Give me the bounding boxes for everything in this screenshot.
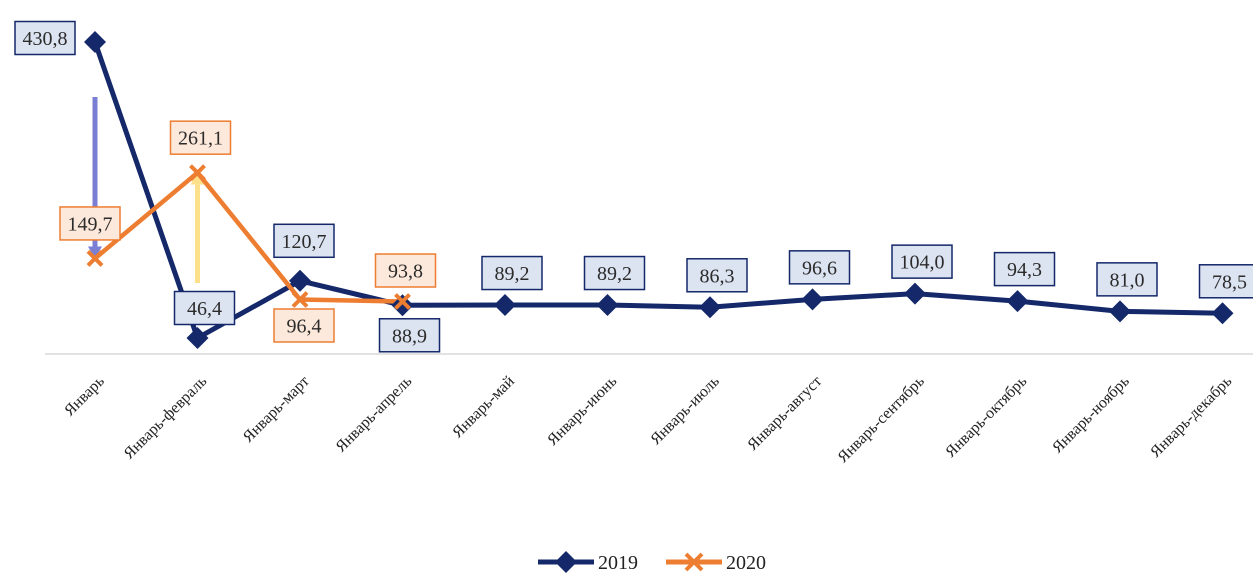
data-label-2020-3: 93,8 — [388, 261, 423, 283]
marker-2019-11 — [1211, 302, 1234, 325]
x-tick-label-0: Январь — [61, 373, 108, 420]
marker-2019-4 — [494, 294, 516, 317]
marker-2020-0 — [86, 250, 104, 267]
change-arrowhead-0 — [88, 246, 102, 259]
x-tick-label-1: Январь-февраль — [121, 373, 211, 463]
series-line-2019 — [92, 41, 1223, 341]
legend: 2019 2020 — [538, 551, 766, 574]
data-label-box-2019-10 — [1096, 262, 1158, 297]
data-label-2019-1: 46,4 — [187, 298, 222, 320]
data-label-2019-7: 96,6 — [802, 257, 837, 279]
x-tick-label-6: Январь-июль — [647, 373, 722, 448]
data-label-box-2019-9 — [993, 251, 1056, 287]
marker-2019-6 — [699, 296, 721, 319]
data-label-2019-11: 78,5 — [1212, 271, 1247, 293]
x-tick-label-10: Январь-ноябрь — [1049, 373, 1133, 457]
x-tick-label-3: Январь-апрель — [332, 373, 415, 456]
data-label-box-2019-5 — [583, 255, 646, 291]
data-label-2020-1: 261,1 — [178, 128, 223, 150]
data-label-box-2019-0 — [14, 20, 76, 56]
data-label-box-2019-6 — [686, 258, 748, 293]
data-labels: 430,8 46,4 120,7 88,9 89,2 89,2 86,3 96,6 104,0 9… — [14, 20, 1253, 353]
data-label-2020-2: 96,4 — [287, 315, 322, 337]
marker-2019-10 — [1109, 300, 1131, 323]
data-label-2019-3: 88,9 — [392, 325, 427, 347]
marker-2019-1 — [186, 327, 209, 349]
x-tick-label-5: Январь-июнь — [544, 373, 620, 449]
data-label-2019-2: 120,7 — [282, 231, 327, 253]
legend-label-2019: 2019 — [598, 552, 638, 574]
series-line-2020 — [93, 170, 403, 304]
data-label-box-2020-1 — [169, 120, 232, 155]
data-label-box-2019-1 — [173, 290, 236, 326]
marker-2020-1 — [189, 164, 206, 182]
data-label-box-2019-7 — [788, 250, 851, 285]
x-tick-label-11: Январь-декабрь — [1147, 373, 1235, 461]
marker-2019-8 — [904, 282, 926, 305]
data-label-2019-5: 89,2 — [597, 263, 632, 285]
data-label-box-2019-8 — [891, 244, 953, 279]
x-tick-label-8: Январь-сентябрь — [835, 373, 928, 466]
data-label-box-2019-2 — [273, 223, 335, 259]
marker-2019-7 — [801, 288, 824, 311]
change-arrowhead-1 — [190, 172, 205, 185]
legend-label-2020: 2020 — [726, 552, 766, 574]
data-label-box-2019-11 — [1198, 264, 1253, 299]
marker-2020-2 — [291, 291, 309, 308]
data-label-2019-10: 81,0 — [1110, 269, 1145, 291]
marker-2019-2 — [289, 269, 311, 292]
series-lines — [92, 41, 1223, 341]
data-label-box-2019-4 — [481, 255, 543, 291]
x-tick-label-9: Январь-октябрь — [942, 373, 1030, 461]
legend-marker-2019 — [555, 551, 577, 573]
data-label-box-2020-2 — [273, 308, 335, 343]
marker-2019-5 — [596, 294, 619, 317]
marker-2019-3 — [391, 294, 414, 317]
x-tick-label-7: Январь-август — [744, 373, 825, 454]
data-label-2019-8: 104,0 — [900, 252, 945, 274]
x-tick-label-2: Январь-март — [240, 373, 313, 446]
data-label-2019-9: 94,3 — [1007, 259, 1042, 281]
legend-marker-2020 — [684, 552, 704, 572]
marker-2019-9 — [1006, 290, 1029, 313]
marker-2019-0 — [84, 31, 106, 53]
marker-2020-3 — [394, 293, 411, 310]
data-label-2020-0: 149,7 — [68, 213, 113, 235]
data-label-box-2020-3 — [374, 253, 437, 288]
x-tick-label-4: Январь-май — [449, 372, 518, 441]
data-label-2019-6: 86,3 — [700, 265, 735, 287]
data-label-box-2020-0 — [59, 206, 121, 241]
series-markers — [84, 31, 1234, 349]
data-label-box-2019-3 — [378, 318, 441, 353]
data-label-2019-0: 430,8 — [23, 28, 68, 50]
x-tick-labels: Январь Январь-февраль Январь-март Январь-ап… — [61, 372, 1235, 466]
data-label-2019-4: 89,2 — [495, 263, 530, 285]
